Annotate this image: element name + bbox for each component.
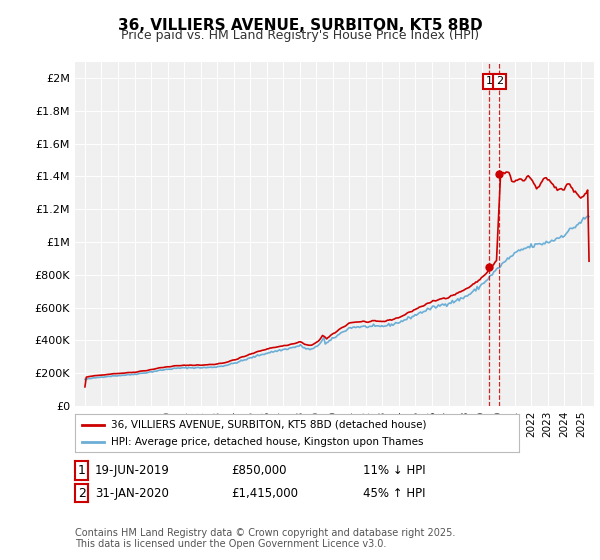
Text: £850,000: £850,000 — [231, 464, 287, 478]
Text: 36, VILLIERS AVENUE, SURBITON, KT5 8BD: 36, VILLIERS AVENUE, SURBITON, KT5 8BD — [118, 18, 482, 33]
Text: 19-JUN-2019: 19-JUN-2019 — [95, 464, 170, 478]
Text: HPI: Average price, detached house, Kingston upon Thames: HPI: Average price, detached house, King… — [110, 437, 423, 447]
Text: 45% ↑ HPI: 45% ↑ HPI — [363, 487, 425, 500]
Text: 11% ↓ HPI: 11% ↓ HPI — [363, 464, 425, 478]
Text: 1: 1 — [77, 464, 86, 477]
Text: 36, VILLIERS AVENUE, SURBITON, KT5 8BD (detached house): 36, VILLIERS AVENUE, SURBITON, KT5 8BD (… — [110, 419, 426, 430]
Text: Price paid vs. HM Land Registry's House Price Index (HPI): Price paid vs. HM Land Registry's House … — [121, 29, 479, 42]
Text: Contains HM Land Registry data © Crown copyright and database right 2025.
This d: Contains HM Land Registry data © Crown c… — [75, 528, 455, 549]
Text: £1,415,000: £1,415,000 — [231, 487, 298, 500]
Text: 31-JAN-2020: 31-JAN-2020 — [95, 487, 169, 500]
Text: 2: 2 — [77, 487, 86, 500]
Text: 2: 2 — [496, 76, 503, 86]
Text: 1: 1 — [486, 76, 493, 86]
